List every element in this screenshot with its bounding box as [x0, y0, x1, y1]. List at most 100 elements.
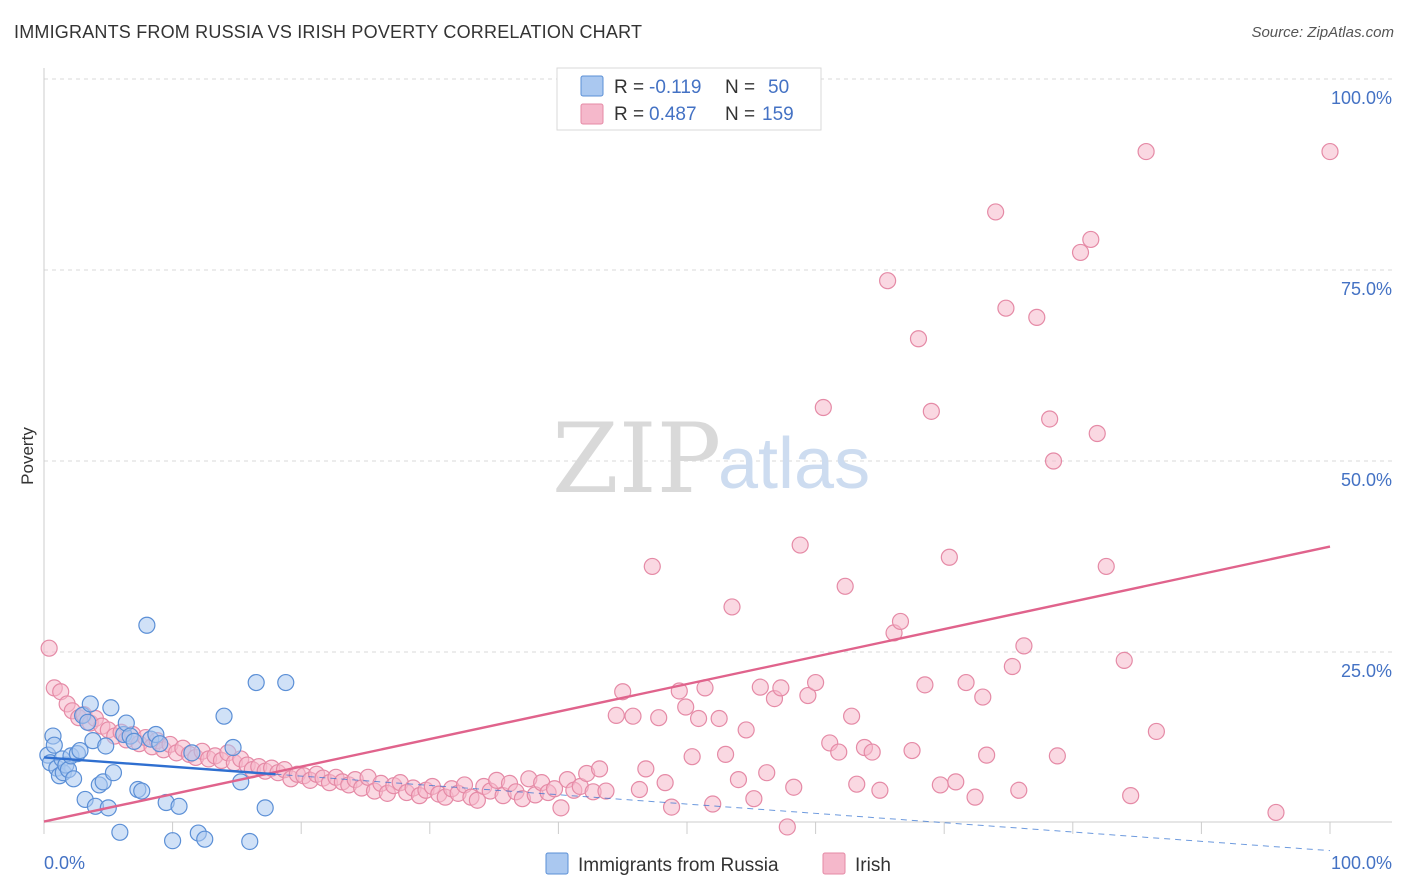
- point-pink-94: [643, 557, 661, 576]
- point-pink-136: [940, 548, 958, 566]
- point-pink-147: [1028, 308, 1046, 326]
- point-pink-123: [843, 707, 861, 725]
- point-pink-139: [966, 788, 984, 806]
- trend-line-russia: [43, 756, 276, 776]
- point-blue-24: [102, 699, 120, 717]
- bottom-legend-label-irish: Irish: [855, 855, 891, 876]
- point-pink-144: [1003, 657, 1021, 676]
- bottom-legend-swatch-pink: [822, 852, 846, 875]
- y-tick-label-50: 50.0%: [1341, 470, 1392, 490]
- legend-n-label-blue: N =: [725, 77, 755, 98]
- point-blue-44: [224, 738, 242, 757]
- trend-layer: [43, 545, 1331, 852]
- x-tick-label-0: 0.0%: [44, 853, 85, 873]
- point-pink-0: [40, 639, 58, 657]
- y-tick-label-25: 25.0%: [1341, 661, 1392, 681]
- point-pink-122: [836, 577, 854, 595]
- point-pink-114: [778, 818, 796, 836]
- point-pink-152: [1082, 230, 1100, 249]
- correlation-legend: R = -0.119 N = 50 R = 0.487 N = 159: [556, 67, 822, 131]
- point-pink-141: [978, 746, 996, 764]
- watermark-atlas: atlas: [718, 424, 870, 504]
- point-pink-130: [891, 612, 910, 631]
- point-pink-107: [729, 770, 748, 789]
- point-pink-143: [997, 299, 1015, 317]
- point-blue-30: [125, 732, 143, 750]
- point-pink-68: [468, 791, 486, 809]
- legend-n-value-pink: 159: [762, 104, 794, 125]
- point-blue-48: [256, 799, 274, 817]
- point-pink-119: [814, 398, 832, 417]
- point-pink-133: [916, 676, 934, 694]
- point-pink-146: [1015, 637, 1033, 655]
- legend-swatch-blue: [580, 75, 604, 97]
- point-pink-158: [1147, 722, 1165, 741]
- point-blue-25: [104, 764, 123, 782]
- grid-layer: 25.0% 50.0% 75.0% 100.0%: [44, 78, 1392, 681]
- point-pink-88: [597, 782, 615, 800]
- point-pink-96: [656, 774, 674, 792]
- point-pink-148: [1041, 410, 1059, 428]
- legend-n-value-blue: 50: [768, 77, 789, 98]
- point-blue-11: [64, 770, 83, 788]
- point-blue-16: [79, 713, 97, 731]
- point-pink-156: [1122, 787, 1140, 805]
- y-tick-label-75: 75.0%: [1341, 279, 1392, 299]
- trend-line-irish: [43, 545, 1331, 823]
- series-legend: Immigrants from Russia Irish: [545, 852, 891, 876]
- bottom-legend-label-russia: Immigrants from Russia: [578, 855, 779, 876]
- point-pink-134: [922, 402, 940, 420]
- point-blue-36: [151, 735, 169, 753]
- point-blue-13: [71, 741, 89, 760]
- legend-r-value-pink: 0.487: [649, 104, 697, 125]
- point-pink-105: [716, 745, 735, 763]
- point-pink-160: [1321, 142, 1339, 161]
- point-pink-95: [650, 709, 668, 727]
- point-pink-151: [1071, 243, 1090, 262]
- watermark: ZIP atlas: [552, 403, 870, 515]
- point-pink-89: [607, 706, 625, 725]
- point-pink-111: [758, 764, 776, 782]
- point-blue-49: [277, 673, 295, 692]
- point-pink-103: [704, 795, 722, 813]
- point-pink-113: [772, 679, 790, 697]
- point-pink-154: [1097, 557, 1115, 576]
- point-pink-118: [806, 673, 825, 692]
- point-blue-26: [111, 823, 129, 841]
- point-pink-145: [1010, 781, 1028, 799]
- point-pink-127: [871, 781, 889, 799]
- point-pink-90: [614, 683, 632, 701]
- point-blue-39: [170, 797, 188, 815]
- point-blue-40: [183, 744, 201, 762]
- point-blue-3: [45, 736, 63, 754]
- y-tick-label-100: 100.0%: [1331, 88, 1392, 108]
- point-pink-121: [830, 743, 848, 761]
- point-pink-110: [751, 678, 769, 696]
- point-blue-22: [97, 737, 115, 755]
- point-pink-93: [637, 760, 655, 778]
- point-pink-81: [552, 799, 570, 817]
- point-pink-80: [545, 780, 564, 798]
- point-pink-97: [662, 798, 681, 816]
- point-pink-104: [710, 709, 728, 728]
- axis-layer: [43, 68, 1392, 834]
- point-pink-106: [723, 598, 741, 616]
- point-blue-47: [247, 673, 265, 692]
- legend-r-value-blue: -0.119: [649, 77, 701, 98]
- point-pink-159: [1267, 803, 1285, 822]
- legend-n-label-pink: N =: [725, 104, 755, 125]
- point-pink-137: [947, 773, 965, 791]
- point-pink-149: [1044, 452, 1063, 470]
- point-blue-38: [164, 832, 182, 850]
- point-blue-32: [133, 782, 151, 800]
- x-tick-label-100: 100.0%: [1331, 853, 1392, 873]
- source-label: Source: ZipAtlas.com: [1251, 24, 1394, 41]
- legend-r-label-pink: R =: [614, 104, 644, 125]
- point-blue-17: [81, 695, 99, 713]
- point-pink-92: [630, 780, 649, 799]
- point-pink-124: [848, 775, 866, 793]
- trend-line-russia-extrapolated: [275, 773, 1331, 852]
- point-pink-108: [737, 721, 755, 739]
- point-pink-87: [590, 760, 609, 778]
